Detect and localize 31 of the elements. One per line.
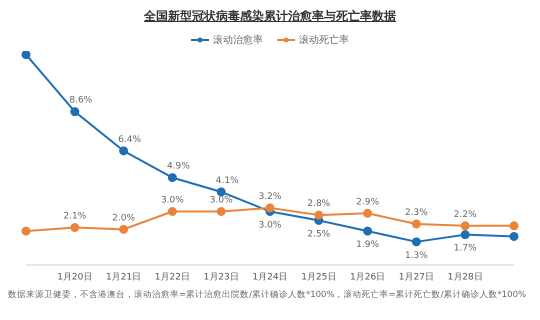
x-tick-label: 1月28日	[448, 272, 483, 282]
x-tick-label: 1月20日	[57, 272, 92, 282]
x-tick-label: 1月22日	[154, 272, 190, 282]
x-tick-label: 1月23日	[204, 272, 239, 282]
data-label: 3.0%	[160, 196, 184, 206]
data-label: 3.0%	[210, 196, 234, 206]
data-label: 1.7%	[454, 244, 478, 254]
data-label: 2.8%	[307, 199, 331, 210]
x-tick-label: 1月27日	[398, 272, 434, 282]
data-label: 1.9%	[356, 240, 380, 250]
legend-label: 滚动死亡率	[298, 34, 349, 47]
data-label: 4.9%	[166, 162, 190, 172]
x-tick-label: 1月26日	[350, 272, 386, 282]
data-label: 3.0%	[258, 220, 282, 230]
data-label: 4.1%	[216, 176, 240, 186]
data-label: 2.1%	[63, 212, 87, 222]
data-label: 2.9%	[356, 197, 380, 208]
x-tick-label: 1月21日	[106, 272, 142, 282]
text: 数据来源卫健委，不含港澳台，滚动治愈率=累计治愈出院数/累计确诊人数*100%，滚动死亡率=累计死亡数/累计确诊人数*100%	[8, 289, 528, 301]
data-label: 2.5%	[307, 229, 331, 240]
data-label: 2.2%	[454, 210, 478, 220]
data-label: 2.0%	[112, 213, 136, 224]
data-label: 3.2%	[258, 192, 282, 202]
data-label: 6.4%	[118, 134, 142, 145]
legend-label: 滚动治愈率	[212, 34, 263, 47]
x-tick-label: 1月24日	[252, 272, 288, 282]
x-tick-label: 1月25日	[301, 272, 336, 282]
data-label: 2.3%	[404, 208, 428, 218]
data-label: 1.3%	[404, 250, 428, 261]
chart-title: 全国新型冠状病毒感染累计治愈率与死亡率数据	[143, 8, 397, 25]
data-label: 8.6%	[69, 96, 93, 106]
